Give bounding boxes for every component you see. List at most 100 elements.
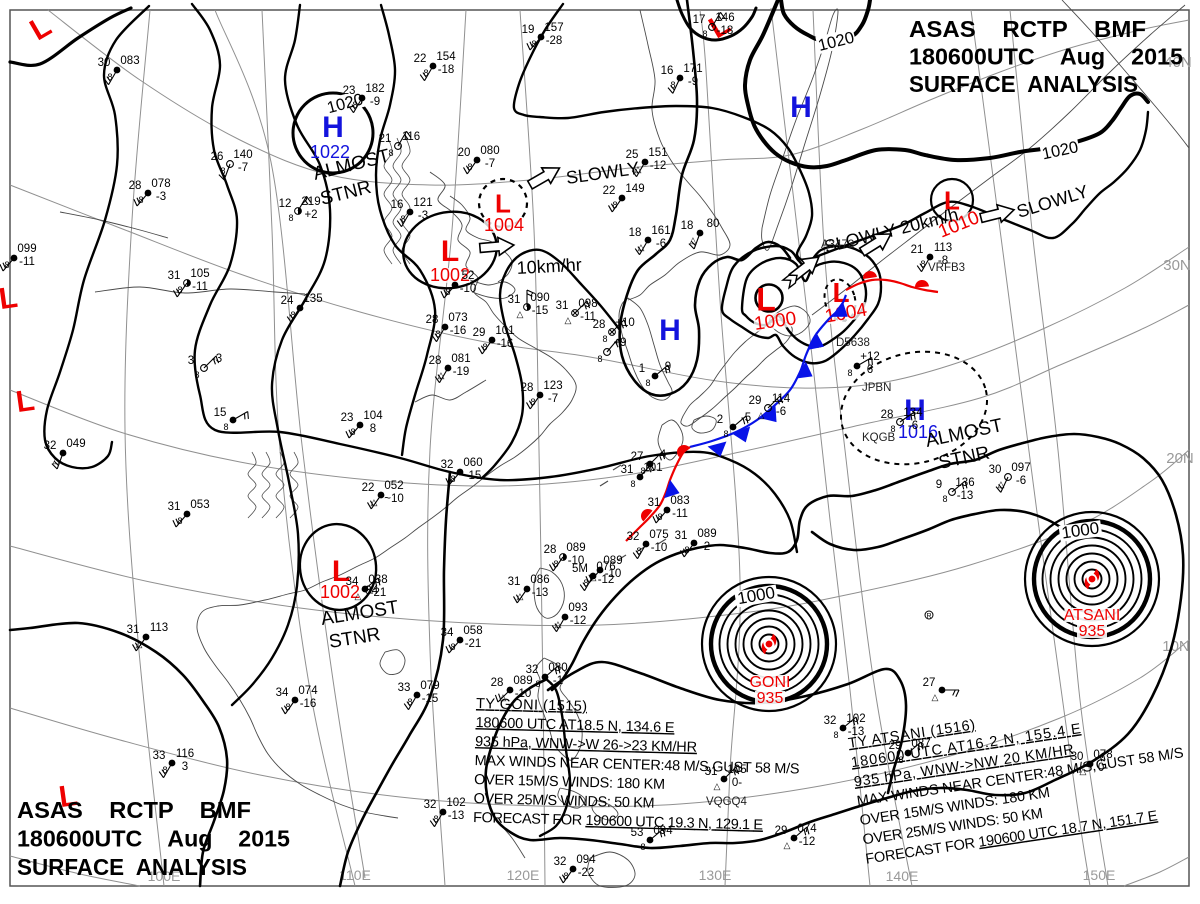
svg-text:140E: 140E (886, 868, 919, 884)
svg-text:-15: -15 (532, 305, 549, 317)
svg-text:-18: -18 (438, 64, 455, 76)
svg-text:083: 083 (120, 55, 139, 67)
svg-text:074: 074 (797, 823, 817, 835)
svg-text:-9: -9 (370, 96, 380, 108)
svg-text:-11: -11 (19, 256, 35, 268)
svg-text:△: △ (690, 235, 697, 245)
svg-text:8: 8 (162, 765, 167, 775)
svg-text:114: 114 (772, 393, 791, 405)
svg-text:H: H (659, 314, 681, 347)
svg-text:081: 081 (451, 353, 470, 365)
svg-text:21: 21 (379, 133, 392, 145)
svg-text:31: 31 (621, 464, 634, 476)
svg-text:130E: 130E (699, 867, 732, 883)
svg-text:113: 113 (934, 242, 952, 254)
svg-text:△: △ (555, 619, 562, 629)
svg-text:31: 31 (127, 624, 140, 636)
svg-text:28: 28 (491, 677, 504, 689)
svg-text:5M: 5M (572, 563, 588, 575)
svg-text:L: L (332, 555, 350, 588)
svg-text:093: 093 (568, 602, 587, 614)
svg-text:0-: 0- (1098, 762, 1108, 774)
svg-text:△: △ (517, 309, 524, 319)
svg-text:ATSANI: ATSANI (1064, 607, 1121, 624)
svg-text:1022: 1022 (310, 142, 350, 162)
svg-text:31: 31 (556, 300, 569, 312)
svg-text:15: 15 (214, 407, 227, 419)
svg-text:△: △ (517, 591, 524, 601)
svg-text:094: 094 (576, 854, 596, 866)
svg-text:8: 8 (388, 148, 393, 158)
svg-text:157: 157 (544, 22, 563, 34)
svg-text:VQGQ4: VQGQ4 (706, 796, 748, 808)
svg-text:20: 20 (458, 147, 471, 159)
svg-text:161: 161 (651, 225, 670, 237)
svg-text:22: 22 (414, 53, 427, 65)
svg-text:△: △ (784, 840, 791, 850)
svg-text:101: 101 (495, 325, 514, 337)
svg-text:8: 8 (450, 474, 455, 484)
svg-text:L: L (495, 188, 511, 218)
svg-text:8: 8 (890, 424, 895, 434)
svg-text:△: △ (53, 455, 60, 465)
svg-text:-7: -7 (485, 158, 495, 170)
svg-text:-21: -21 (465, 638, 482, 650)
svg-text:098: 098 (578, 298, 597, 310)
svg-text:10km/hr: 10km/hr (516, 255, 582, 278)
svg-text:29: 29 (889, 740, 902, 752)
svg-text:△: △ (932, 692, 939, 702)
svg-text:089: 089 (566, 542, 585, 554)
svg-text:12: 12 (279, 198, 292, 210)
svg-text:28: 28 (129, 180, 142, 192)
svg-text:087: 087 (911, 738, 930, 750)
svg-text:30: 30 (1071, 751, 1084, 763)
svg-text:△: △ (355, 591, 362, 601)
svg-text:-15: -15 (422, 693, 439, 705)
svg-text:31: 31 (508, 294, 521, 306)
svg-text:32: 32 (627, 531, 640, 543)
svg-text:8: 8 (223, 422, 228, 432)
svg-text:34: 34 (276, 687, 289, 699)
svg-text:L: L (0, 281, 20, 316)
svg-text:8: 8 (350, 427, 355, 437)
svg-text:8: 8 (177, 516, 182, 526)
svg-text:116: 116 (176, 748, 194, 760)
svg-text:30: 30 (989, 464, 1002, 476)
svg-text:1016: 1016 (898, 422, 938, 442)
svg-text:8: 8 (723, 429, 728, 439)
svg-text:-8: -8 (938, 255, 948, 267)
svg-text:80: 80 (707, 218, 720, 230)
svg-text:JPBN: JPBN (862, 382, 891, 394)
svg-text:16: 16 (391, 199, 404, 211)
svg-text:4: 4 (660, 449, 667, 461)
svg-text:8: 8 (4, 260, 9, 270)
svg-text:-12: -12 (598, 574, 615, 586)
svg-text:-16: -16 (300, 698, 317, 710)
svg-text:+10: +10 (615, 317, 635, 329)
svg-text:8: 8 (482, 342, 487, 352)
svg-text:219: 219 (301, 196, 320, 208)
svg-text:OVER 25M/S WINDS: 50 KM: OVER 25M/S WINDS: 50 KM (473, 791, 654, 812)
svg-text:31: 31 (648, 497, 661, 509)
svg-text:8: 8 (177, 285, 182, 295)
svg-text:-5: -5 (741, 412, 751, 424)
svg-text:-3: -3 (418, 210, 428, 222)
svg-text:26: 26 (211, 151, 224, 163)
svg-text:31: 31 (508, 576, 521, 588)
svg-text:080: 080 (480, 145, 499, 157)
svg-text:116: 116 (402, 131, 420, 143)
svg-text:SURFACE ANALYSIS: SURFACE ANALYSIS (17, 854, 247, 880)
svg-text:102: 102 (846, 713, 865, 725)
svg-text:33: 33 (153, 750, 166, 762)
svg-text:D5638: D5638 (836, 337, 870, 349)
svg-text:089: 089 (603, 555, 622, 567)
svg-text:182: 182 (365, 83, 384, 95)
svg-text:151: 151 (648, 147, 667, 159)
svg-text:074: 074 (298, 685, 318, 697)
svg-text:-6: -6 (908, 420, 918, 432)
svg-text:FORECAST FOR 190600 UTC 19.3 N: FORECAST FOR 190600 UTC 19.3 N, 129.1 E (473, 810, 764, 834)
svg-text:8: 8 (553, 559, 558, 569)
svg-text:2: 2 (717, 414, 723, 426)
svg-text:H: H (904, 394, 926, 427)
svg-text:31: 31 (675, 530, 688, 542)
